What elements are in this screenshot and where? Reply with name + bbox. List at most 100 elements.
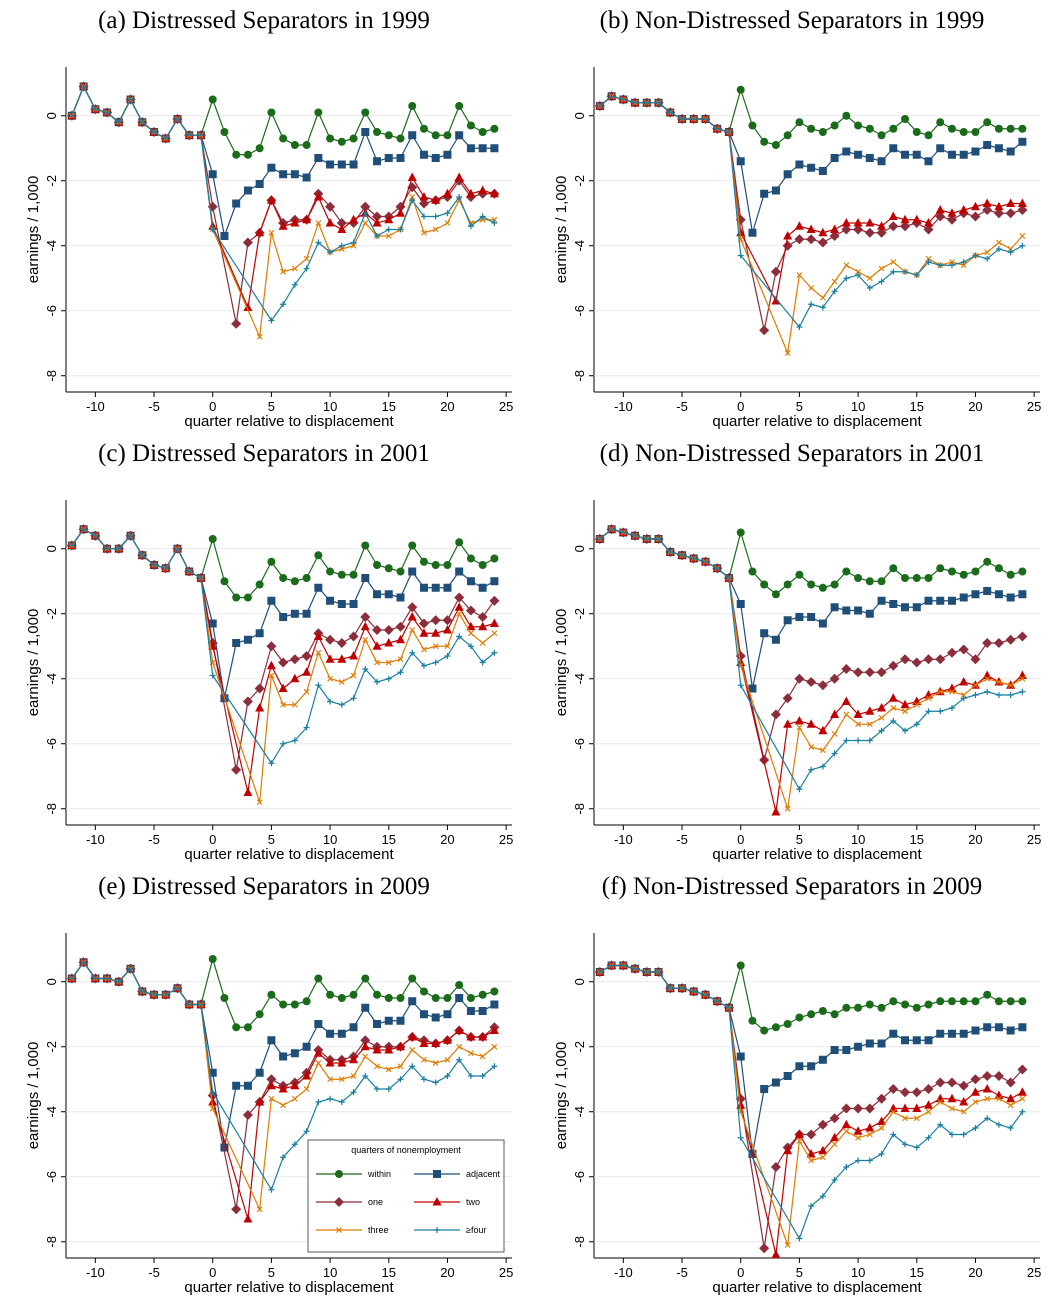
marker [420, 662, 427, 669]
marker [430, 615, 441, 626]
marker [937, 708, 944, 715]
marker [971, 1026, 980, 1035]
x-tick-label: 25 [1027, 1265, 1041, 1280]
x-tick-label: 0 [737, 399, 744, 414]
marker [374, 1063, 380, 1070]
marker [68, 542, 75, 549]
series-line [599, 964, 1023, 1155]
marker [326, 596, 335, 605]
marker [232, 1081, 241, 1090]
marker [373, 128, 382, 136]
marker [911, 1087, 922, 1098]
marker [1017, 631, 1028, 642]
marker [971, 147, 980, 156]
marker [923, 1084, 934, 1094]
marker [467, 1073, 474, 1079]
marker [337, 224, 347, 233]
marker [972, 1125, 979, 1131]
marker [466, 994, 475, 1002]
y-tick-label: -6 [572, 738, 587, 750]
series [595, 525, 1027, 693]
marker [865, 609, 874, 618]
marker [302, 1042, 311, 1051]
y-tick-label: 0 [572, 112, 587, 119]
marker [421, 646, 427, 653]
marker [466, 188, 476, 198]
marker [807, 1010, 816, 1019]
marker [783, 131, 792, 140]
y-tick-label: -6 [572, 305, 587, 317]
x-tick-label: 0 [737, 1265, 744, 1280]
marker [1019, 1108, 1026, 1115]
marker [771, 807, 781, 816]
marker [197, 132, 204, 139]
marker [947, 683, 957, 692]
marker [888, 1084, 899, 1094]
marker [1017, 1064, 1028, 1075]
marker [348, 631, 359, 642]
marker [924, 1036, 933, 1045]
marker [360, 201, 371, 212]
marker [174, 985, 181, 992]
marker [409, 197, 416, 204]
marker [280, 701, 287, 708]
marker [220, 128, 229, 136]
marker [759, 1243, 770, 1254]
marker [407, 172, 417, 181]
marker [385, 659, 392, 666]
marker [947, 1029, 956, 1038]
marker [865, 577, 874, 586]
marker [855, 721, 862, 728]
marker [302, 574, 311, 582]
marker [925, 1134, 932, 1141]
marker [267, 596, 276, 605]
panel: (c) Distressed Separators in 2001 0 -2 -4 -6… [25, 440, 513, 863]
marker [279, 613, 288, 621]
marker [855, 272, 862, 278]
marker [948, 1131, 955, 1138]
marker [877, 1003, 886, 1012]
marker [842, 1003, 851, 1012]
marker [795, 118, 804, 127]
marker [890, 1108, 897, 1115]
marker [866, 1157, 873, 1164]
marker [197, 1001, 204, 1008]
legend-label: ≥four [466, 1225, 486, 1235]
marker [442, 188, 452, 198]
marker [336, 218, 347, 228]
marker [1018, 124, 1027, 133]
marker [92, 106, 99, 113]
marker [888, 211, 898, 220]
marker [115, 978, 122, 985]
marker [431, 1038, 441, 1047]
marker [806, 234, 817, 245]
marker [280, 268, 287, 275]
marker [396, 994, 405, 1002]
marker [947, 997, 956, 1006]
panel-title: (a) Distressed Separators in 1999 [98, 7, 430, 34]
y-tick-label: -8 [44, 370, 59, 382]
x-tick-label: 0 [209, 399, 216, 414]
marker [303, 724, 310, 731]
marker [232, 639, 241, 647]
series-line [71, 528, 495, 765]
marker [408, 567, 417, 576]
x-tick-label: -5 [148, 1265, 160, 1280]
marker [361, 974, 370, 983]
marker [408, 131, 417, 140]
marker [478, 621, 488, 631]
marker [842, 567, 851, 576]
marker [925, 259, 932, 265]
marker [361, 128, 370, 136]
series-line [71, 85, 495, 322]
marker [454, 1025, 464, 1034]
marker [255, 180, 264, 188]
marker [443, 561, 452, 569]
marker [889, 144, 898, 153]
marker [325, 201, 336, 212]
marker [841, 224, 852, 235]
marker [843, 275, 850, 282]
marker [876, 1093, 887, 1104]
marker [385, 675, 392, 682]
x-tick-label: 5 [796, 832, 803, 847]
